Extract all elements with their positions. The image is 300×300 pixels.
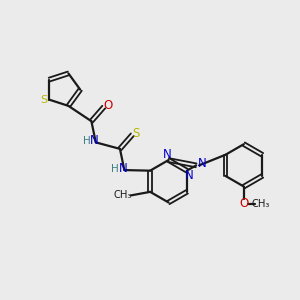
Text: N: N: [118, 162, 127, 175]
Text: H: H: [82, 136, 90, 146]
Text: CH₃: CH₃: [114, 190, 132, 200]
Text: CH₃: CH₃: [252, 199, 270, 208]
Text: O: O: [103, 99, 112, 112]
Text: N: N: [185, 169, 194, 182]
Text: S: S: [133, 127, 140, 140]
Text: N: N: [90, 134, 99, 147]
Text: N: N: [163, 148, 171, 161]
Text: O: O: [239, 197, 248, 210]
Text: N: N: [198, 158, 207, 170]
Text: S: S: [40, 95, 48, 105]
Text: H: H: [111, 164, 119, 174]
